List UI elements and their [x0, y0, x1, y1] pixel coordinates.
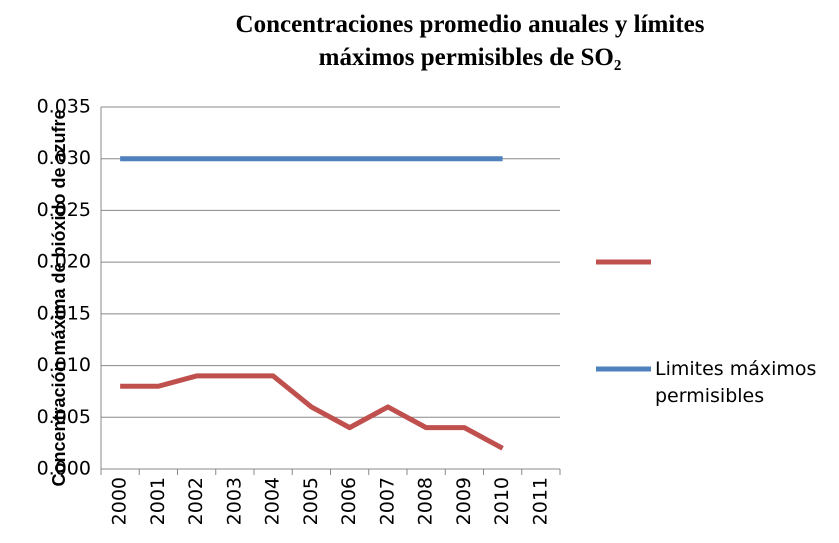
x-tick-label: 2003: [223, 477, 245, 525]
x-tick-label: 2004: [262, 477, 284, 525]
y-axis-label: Concentración máxima de bióxido de azufr…: [49, 109, 69, 487]
chart-title: Concentraciones promedio anuales y límit…: [235, 11, 705, 71]
y-tick-label: 0.035: [37, 96, 91, 118]
y-tick-label: 0.000: [37, 458, 91, 480]
y-tick-label: 0.025: [37, 199, 91, 221]
x-tick-label: 2007: [376, 477, 398, 525]
x-tick-label: 2009: [453, 477, 475, 525]
y-tick-label: 0.005: [37, 406, 91, 428]
y-tick-label: 0.015: [37, 302, 91, 324]
x-tick-label: 2005: [300, 477, 322, 525]
x-tick-label: 2006: [338, 477, 360, 525]
series-line: [120, 373, 504, 451]
x-tick-label: 2008: [415, 477, 437, 525]
y-tick-label: 0.010: [37, 354, 91, 376]
x-tick-label: 2010: [491, 477, 513, 525]
x-tick-label: 2001: [147, 477, 169, 525]
x-tick-label: 2011: [529, 477, 551, 525]
legend-label: Limites máximos permisibles: [655, 358, 817, 407]
y-tick-label: 0.030: [37, 147, 91, 169]
x-tick-label: 2002: [185, 477, 207, 525]
x-tick-label: 2000: [109, 477, 131, 525]
y-tick-label: 0.020: [37, 251, 91, 273]
